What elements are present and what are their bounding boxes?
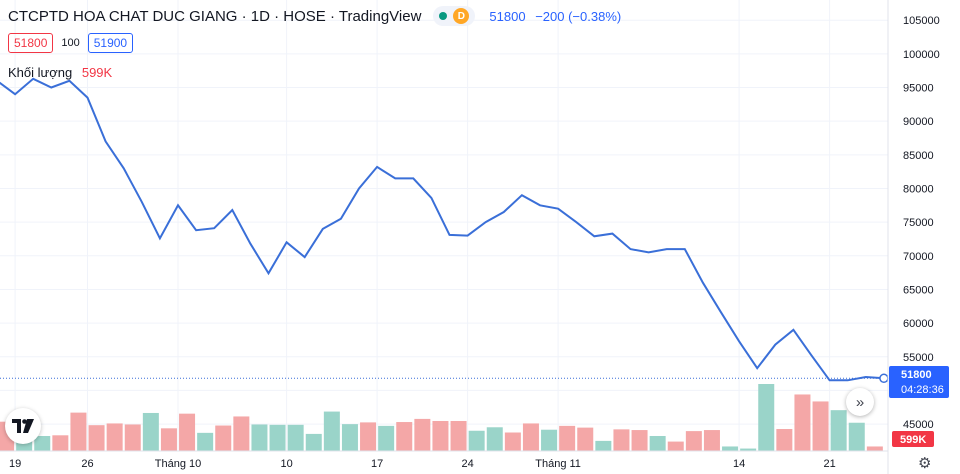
volume-bar [649,435,666,451]
last-price: 51800 [489,8,526,24]
volume-bar [215,425,232,451]
volume-bar [703,430,720,451]
volume-bar [776,429,793,451]
y-tick-label: 85000 [903,150,934,162]
price-tag-value: 51800 [901,369,932,381]
price-tag-countdown: 04:28:36 [901,384,944,396]
y-tick-label: 100000 [903,49,940,61]
last-price-marker [879,373,889,384]
tradingview-logo-icon[interactable] [5,408,41,444]
price-change: −200 (−0.38%) [535,8,622,24]
scroll-to-latest-button[interactable]: » [846,388,874,416]
price-line [0,77,884,382]
bid-ask-row: 51800 100 51900 [8,33,134,53]
market-status[interactable]: D [433,6,476,26]
y-tick-label: 80000 [903,183,934,195]
volume-bar [740,448,757,451]
volume-bar [631,430,648,451]
bid-button[interactable]: 51800 [8,33,54,53]
volume-bar [541,429,558,451]
volume-bar [685,431,702,451]
volume-tag-value: 599K [900,434,926,446]
volume-bar [34,435,51,451]
spread-value: 100 [61,37,80,49]
ask-button[interactable]: 51900 [87,33,134,53]
y-tick-label: 70000 [903,251,934,263]
volume-bar [522,423,539,451]
y-tick-label: 60000 [903,318,934,330]
y-tick-label: 65000 [903,284,934,296]
symbol-title[interactable]: CTCPTD HOA CHAT DUC GIANG · 1D · HOSE · … [8,7,422,25]
volume-bar [812,401,829,451]
volume-bar [414,418,431,451]
y-tick-label: 75000 [903,217,934,229]
volume-bar [305,433,322,451]
volume-bar [722,446,739,451]
volume-bar [197,432,214,451]
y-tick-label: 45000 [903,419,934,431]
market-open-dot-icon [439,12,448,20]
volume-tag: 599K [892,431,934,447]
volume-bar [378,425,395,451]
volume-bar [486,427,503,451]
volume-bar [70,412,87,451]
volume-bar [794,394,811,451]
volume-bar [160,428,177,451]
volume-bar [468,430,485,451]
time-axis: 19 26 Tháng 10 10 17 24 Tháng 11 14 21 [9,458,836,470]
volume-bar [52,435,69,451]
volume-bar [830,410,847,451]
y-tick-label: 55000 [903,352,934,364]
volume-bar [360,422,377,451]
volume-bar [559,425,576,451]
volume-bar [233,416,250,451]
volume-bar [88,425,105,451]
delayed-badge: D [453,8,470,24]
y-tick-label: 95000 [903,83,934,95]
volume-value: 599K [81,65,113,80]
volume-bar [450,420,467,451]
y-tick-label: 90000 [903,116,934,128]
volume-bar [595,440,612,451]
volume-bars [0,384,883,451]
chevron-double-right-icon: » [855,393,865,411]
quote-summary: 51800 −200 (−0.38%) [489,9,627,24]
price-tag: 51800 04:28:36 [889,366,949,398]
x-tick-label: 17 [371,458,383,470]
chart-header: CTCPTD HOA CHAT DUC GIANG · 1D · HOSE · … [8,6,627,26]
volume-bar [613,429,630,451]
volume-label: Khối lượng [8,65,73,80]
x-tick-label: 26 [81,458,93,470]
volume-bar [323,411,340,451]
volume-bar [106,423,123,451]
volume-legend[interactable]: Khối lượng 599K [8,65,112,80]
x-tick-label: 24 [461,458,473,470]
volume-bar [396,422,413,451]
x-tick-label: Tháng 11 [535,458,581,470]
y-tick-label: 105000 [903,15,940,27]
gear-icon: ⚙ [918,455,932,472]
x-tick-label: Tháng 10 [155,458,201,470]
volume-bar [124,424,141,451]
volume-bar [432,420,449,451]
volume-bar [504,432,521,451]
tradingview-logo-glyph [12,419,34,433]
x-tick-label: 14 [733,458,745,470]
volume-bar [269,424,286,451]
x-tick-label: 21 [823,458,835,470]
volume-bar [866,446,883,451]
settings-button[interactable]: ⚙ [918,454,931,472]
volume-bar [848,422,865,451]
volume-bar [142,412,159,451]
x-tick-label: 10 [280,458,292,470]
volume-bar [179,413,196,451]
volume-bar [577,427,594,451]
x-tick-label: 19 [9,458,21,470]
volume-bar [758,384,775,451]
volume-bar [251,424,268,451]
volume-bar [667,441,684,451]
volume-bar [287,424,304,451]
volume-bar [341,424,358,451]
